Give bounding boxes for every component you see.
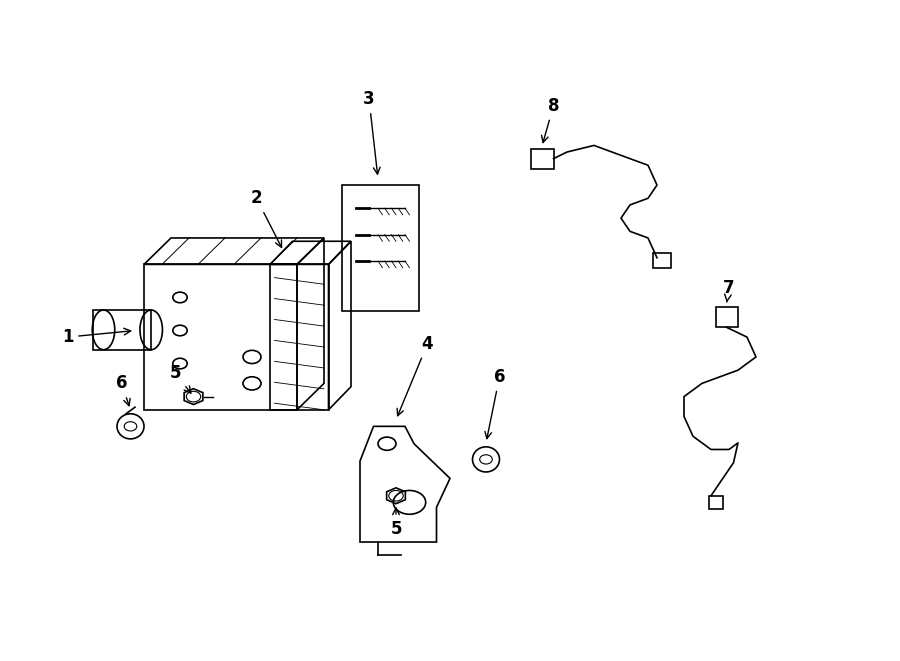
Bar: [652, 253, 670, 268]
Text: 5: 5: [170, 364, 191, 393]
Text: 6: 6: [116, 374, 130, 406]
Text: 7: 7: [724, 278, 734, 302]
Bar: [531, 149, 554, 169]
Bar: [93, 310, 151, 350]
Text: 2: 2: [251, 189, 282, 247]
Text: 6: 6: [485, 368, 505, 439]
Bar: [144, 264, 297, 410]
Text: 1: 1: [62, 328, 130, 346]
Bar: [342, 185, 418, 311]
Text: 8: 8: [542, 97, 559, 143]
Bar: [716, 307, 738, 327]
Text: 3: 3: [364, 90, 380, 174]
Text: 4: 4: [397, 334, 433, 416]
Bar: [709, 496, 723, 509]
Text: 5: 5: [391, 508, 401, 538]
